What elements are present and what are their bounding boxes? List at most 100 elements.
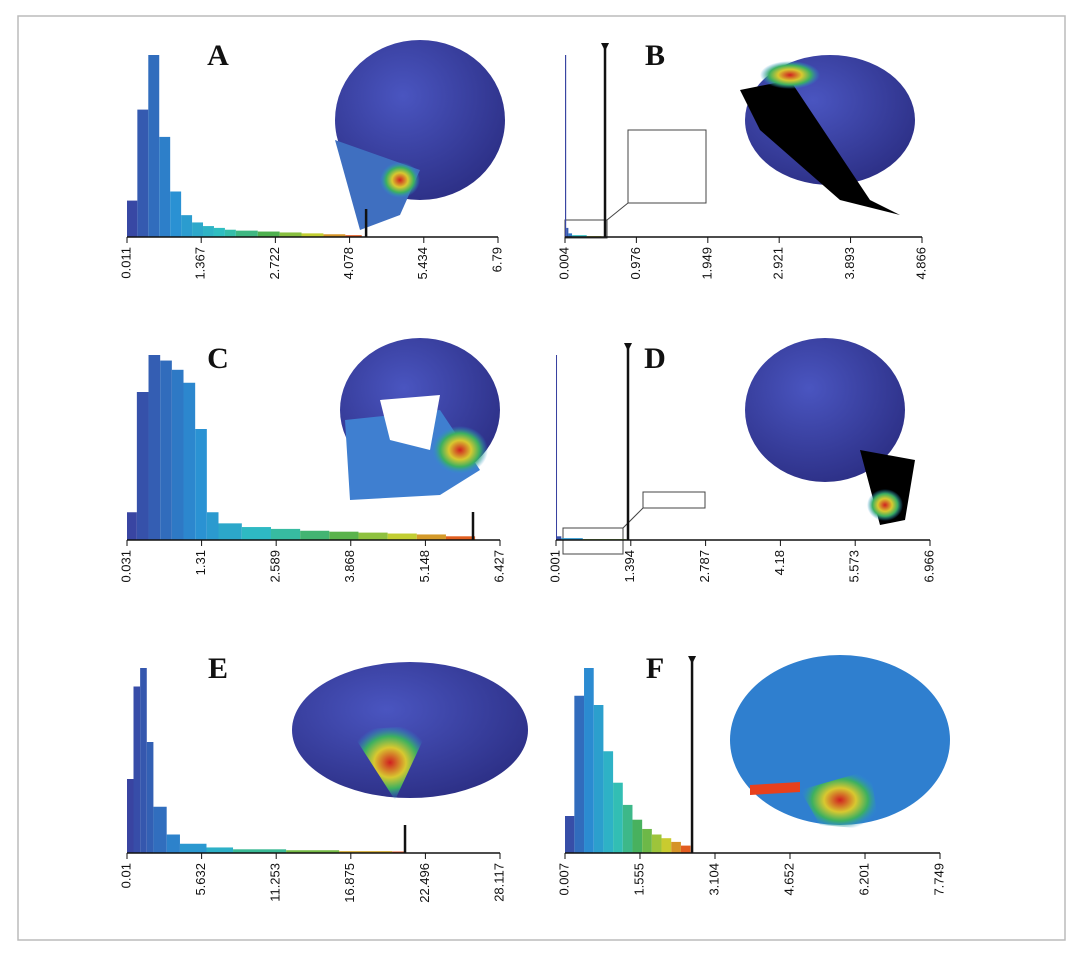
x-tick-label: 0.001: [547, 550, 562, 583]
hist-bar: [127, 512, 137, 540]
hist-bar: [166, 834, 180, 853]
x-tick-label: 4.866: [913, 247, 928, 280]
hist-bar: [136, 392, 149, 540]
hist-bar: [584, 668, 594, 853]
hist-bar: [565, 816, 575, 853]
x-tick-label: 1.949: [699, 247, 714, 280]
x-tick-label: 5.434: [415, 247, 430, 280]
hist-bar: [345, 235, 362, 237]
hist-bar: [416, 534, 446, 540]
hist-bar: [170, 191, 182, 237]
hist-bar: [235, 230, 258, 237]
x-tick-label: 2.589: [268, 550, 283, 583]
x-tick-label: 6.201: [856, 863, 871, 896]
x-tick-label: 7.749: [931, 863, 946, 896]
hist-bar: [233, 849, 287, 853]
hist-bar: [566, 227, 569, 237]
panel-letter: A: [207, 39, 229, 72]
x-tick-label: 5.148: [417, 550, 432, 583]
skull-c: [340, 338, 500, 500]
skull-d: [745, 338, 915, 525]
hist-bar: [148, 55, 160, 237]
x-tick-label: 4.18: [772, 550, 787, 575]
x-tick-label: 0.007: [556, 863, 571, 896]
x-tick-label: 22.496: [417, 863, 432, 903]
hist-bar: [651, 834, 662, 853]
hist-bar: [387, 533, 417, 540]
hist-bar: [183, 382, 196, 540]
hist-bar: [127, 200, 138, 237]
x-tick-label: 1.367: [193, 247, 208, 280]
hist-bar: [556, 355, 558, 540]
hist-bar: [127, 779, 134, 853]
hist-bar: [257, 231, 280, 237]
hist-bar: [593, 705, 604, 853]
hist-bar: [680, 845, 691, 853]
hist-bar: [181, 215, 193, 237]
x-tick-label: 5.632: [193, 863, 208, 896]
insets: [562, 129, 707, 555]
hist-bar: [300, 530, 330, 540]
x-tick-label: 1.555: [631, 863, 646, 896]
x-tick-label: 3.868: [342, 550, 357, 583]
panel-letter: F: [646, 652, 664, 685]
hist-bar: [137, 109, 149, 237]
x-tick-label: 0.01: [118, 863, 133, 888]
hist-bar: [613, 782, 623, 853]
hist-bar: [133, 686, 141, 853]
x-tick-label: 0.004: [556, 247, 571, 280]
hist-bar: [206, 847, 234, 853]
skull-b: [740, 55, 915, 215]
hist-bar: [192, 222, 204, 237]
hist-bar: [574, 695, 585, 853]
hist-bar: [160, 360, 172, 540]
x-tick-label: 0.031: [118, 550, 133, 583]
panel-letter: B: [645, 39, 665, 72]
x-tick-label: 1.31: [193, 550, 208, 575]
x-tick-label: 6.79: [489, 247, 504, 272]
x-tick-label: 3.104: [706, 863, 721, 896]
x-tick-label: 1.394: [622, 550, 637, 583]
hist-bar: [568, 233, 573, 237]
x-tick-label: 16.875: [342, 863, 357, 903]
hist-bar: [153, 806, 167, 853]
hist-bar: [146, 742, 154, 853]
frame: [17, 15, 1066, 941]
hist-bar: [642, 828, 652, 853]
x-tick-label: 11.253: [268, 863, 283, 902]
hist-bar: [445, 536, 476, 540]
threshold-cap: [601, 43, 610, 51]
skull-a: [335, 40, 505, 230]
threshold-cap: [624, 343, 633, 351]
hist-bar: [140, 668, 147, 853]
hist-bar: [323, 234, 346, 237]
hist-bar: [632, 819, 643, 853]
hist-bar: [179, 843, 207, 853]
hist-bar: [661, 838, 672, 853]
x-tick-label: 2.722: [267, 247, 282, 280]
x-tick-label: 3.893: [842, 247, 857, 280]
hist-bar: [339, 851, 393, 853]
hist-bar: [224, 229, 236, 237]
x-tick-label: 4.078: [341, 247, 356, 280]
hist-bar: [203, 226, 214, 237]
hist-bar: [329, 531, 359, 540]
hist-bar: [195, 429, 207, 540]
hist-bar: [148, 355, 161, 540]
x-tick-label: 0.011: [118, 247, 133, 279]
hist-bar: [218, 523, 242, 540]
x-tick-label: 6.966: [921, 550, 936, 583]
x-tick-label: 4.652: [781, 863, 796, 896]
panel-letter: D: [644, 342, 666, 375]
hist-bar: [671, 841, 681, 853]
x-tick-label: 5.573: [847, 550, 862, 583]
hist-bar: [159, 136, 171, 237]
hist-bar: [572, 235, 587, 237]
hist-bar: [557, 536, 562, 540]
x-tick-label: 2.787: [697, 550, 712, 583]
hist-bar: [206, 512, 219, 540]
hist-bar: [286, 850, 340, 853]
panel-letter: E: [208, 652, 228, 685]
